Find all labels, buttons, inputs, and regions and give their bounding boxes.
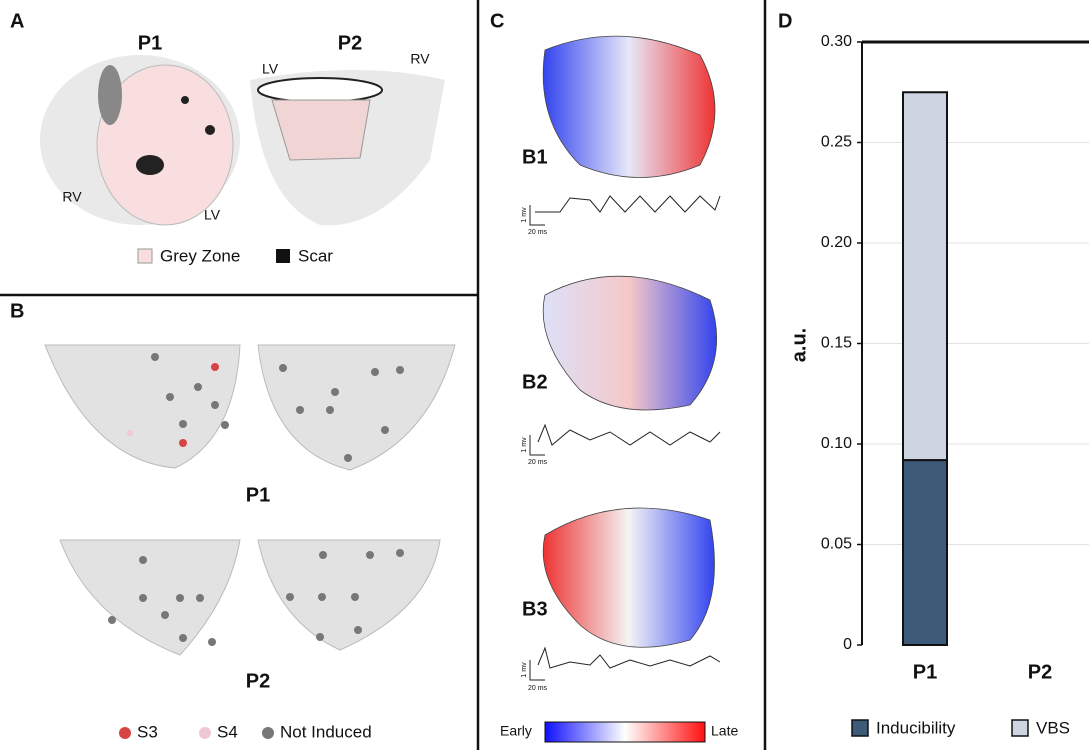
scale-label: 20 ms <box>528 685 548 692</box>
bar-segment <box>903 460 947 645</box>
legend-swatch <box>138 249 152 263</box>
y-tick-label: 0.05 <box>821 536 852 553</box>
colorbar-label: Late <box>711 723 738 739</box>
region-label: LV <box>262 61 279 77</box>
y-tick-label: 0.25 <box>821 134 852 151</box>
map-label: B3 <box>522 598 548 620</box>
legend-label: Not Induced <box>280 722 372 741</box>
heart-p2 <box>250 70 445 225</box>
legend-swatch <box>852 720 868 736</box>
legend-marker <box>199 727 211 739</box>
legend-label: S4 <box>217 722 238 741</box>
region-label: LV <box>204 207 221 223</box>
y-tick-label: 0.30 <box>821 33 852 50</box>
legend-swatch <box>1012 720 1028 736</box>
legend-label: Inducibility <box>876 718 956 737</box>
y-tick-label: 0.20 <box>821 234 852 251</box>
legend-label: S3 <box>137 722 158 741</box>
y-tick-label: 0.15 <box>821 335 852 352</box>
scale-label: 1 mv <box>521 662 528 678</box>
scale-label: 1 mv <box>521 207 528 223</box>
legend-label: Grey Zone <box>160 246 240 265</box>
panel-label: D <box>778 10 792 32</box>
legend-marker <box>262 727 274 739</box>
panel-label: C <box>490 10 504 32</box>
panel-label: B <box>10 300 24 322</box>
x-tick-label: P1 <box>913 661 937 683</box>
bar-segment <box>903 92 947 460</box>
scale-label: 20 ms <box>528 459 548 466</box>
colorbar-label: Early <box>500 723 532 739</box>
region-label: RV <box>62 189 82 205</box>
x-tick-label: P2 <box>1028 661 1052 683</box>
patient-label: P1 <box>138 32 162 54</box>
patient-label: P1 <box>246 484 270 506</box>
scale-label: 1 mv <box>521 437 528 453</box>
legend-marker <box>119 727 131 739</box>
activation-maps <box>543 36 716 647</box>
patient-label: P2 <box>246 670 270 692</box>
y-tick-label: 0 <box>843 636 852 653</box>
legend-label: Scar <box>298 246 333 265</box>
colorbar <box>545 722 705 742</box>
patient-label: P2 <box>338 32 362 54</box>
y-axis-title: a.u. <box>788 328 810 362</box>
panel-label: A <box>10 10 24 32</box>
legend-swatch <box>276 249 290 263</box>
map-label: B2 <box>522 371 548 393</box>
y-tick-label: 0.10 <box>821 435 852 452</box>
scale-label: 20 ms <box>528 229 548 236</box>
map-label: B1 <box>522 146 548 168</box>
region-label: RV <box>410 51 430 67</box>
legend-label: VBS <box>1036 718 1070 737</box>
figure: A P1 P2 RV LV LV RV Grey Zone Scar B P1 … <box>0 0 1089 750</box>
